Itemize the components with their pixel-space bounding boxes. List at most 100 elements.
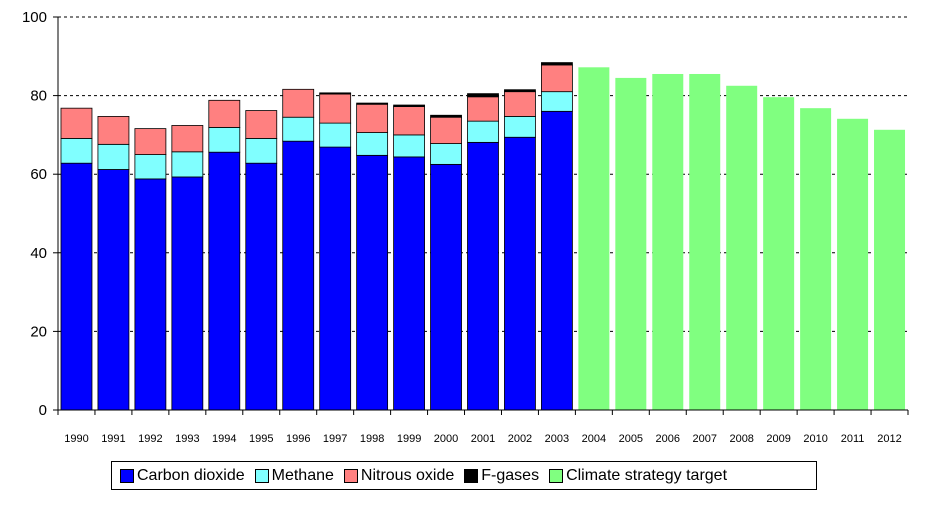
bar-segment-methane-2000: [430, 143, 462, 165]
y-tick-label: 100: [22, 9, 47, 26]
legend-swatch: [120, 468, 134, 483]
bar-segment-f-gases-1999: [393, 104, 425, 108]
bar-segment-methane-1992: [134, 154, 167, 180]
y-tick-label: 0: [39, 402, 47, 419]
bar-segment-nitrous-oxide-1998: [356, 103, 389, 133]
bar-segment-climate-strategy-target-2005: [615, 77, 647, 410]
x-tick-label: 1990: [64, 433, 88, 445]
x-tick-label: 2002: [508, 433, 532, 445]
bar-segment-f-gases-1998: [356, 102, 389, 105]
x-tick-label: 2003: [545, 433, 569, 445]
bar-segment-methane-1993: [171, 151, 204, 178]
y-tick-label: 40: [30, 245, 47, 262]
legend-label: Methane: [271, 466, 334, 484]
x-tick-label: 2005: [619, 433, 643, 445]
x-tick-label: 2004: [582, 433, 606, 445]
legend-swatch: [549, 468, 564, 483]
x-tick-label: 1992: [138, 433, 162, 445]
x-tick-label: 1996: [286, 433, 310, 445]
bar-segment-nitrous-oxide-1993: [171, 125, 204, 153]
legend-item-methane: Methane: [254, 466, 334, 485]
x-tick-labels: 1990 1991 1992 1993 1994 1995 1996 1997 1998 1999…: [64, 433, 902, 445]
bar-segment-methane-2002: [504, 116, 536, 138]
x-tick-label: 2006: [656, 433, 680, 445]
bar-segment-nitrous-oxide-1990: [60, 107, 93, 139]
x-tick-label: 2009: [766, 433, 790, 445]
legend-swatch: [464, 468, 479, 483]
legend-item-climate-strategy-target: Climate strategy target: [549, 467, 727, 485]
bar-segment-nitrous-oxide-1994: [208, 99, 241, 128]
x-tick-label: 1993: [175, 433, 199, 445]
x-tick-label: 1999: [397, 433, 421, 445]
legend-swatch: [254, 468, 269, 483]
bar-segment-carbon-dioxide-2003: [541, 110, 573, 411]
y-tick-label: 20: [30, 323, 47, 340]
legend-label: Climate strategy target: [566, 466, 728, 484]
x-tick-label: 2007: [692, 433, 716, 445]
bar-segment-climate-strategy-target-2008: [726, 85, 758, 411]
axes: [53, 16, 909, 415]
bar-segment-nitrous-oxide-1999: [393, 106, 425, 136]
bar-segment-methane-2001: [467, 120, 499, 143]
bar-segment-f-gases-1997: [319, 92, 352, 95]
bar-segment-nitrous-oxide-1995: [245, 110, 278, 139]
x-tick-label: 2000: [434, 433, 458, 445]
bar-segment-methane-1997: [319, 122, 352, 148]
bar-segment-nitrous-oxide-2002: [504, 91, 536, 117]
bar-segment-carbon-dioxide-1997: [319, 146, 352, 411]
bar-segment-climate-strategy-target-2010: [800, 108, 832, 411]
bar-segment-climate-strategy-target-2007: [689, 73, 721, 411]
bar-segment-nitrous-oxide-1996: [282, 88, 315, 118]
bar-segment-climate-strategy-target-2004: [578, 67, 610, 410]
x-tick-label: 1994: [212, 433, 236, 445]
y-tick-labels: 0 20 40 60 80 100: [22, 9, 47, 419]
x-tick-label: 2001: [471, 433, 495, 445]
bar-segment-methane-1991: [97, 143, 130, 170]
bar-segment-methane-1998: [356, 132, 389, 156]
legend-swatch: [343, 468, 358, 483]
bars: [60, 62, 906, 411]
bar-segment-methane-1996: [282, 116, 315, 142]
bar-segment-methane-2003: [541, 91, 573, 112]
bar-segment-nitrous-oxide-2001: [467, 96, 499, 122]
x-tick-label: 2010: [803, 433, 827, 445]
bar-segment-carbon-dioxide-2001: [467, 141, 499, 411]
bar-segment-nitrous-oxide-2000: [430, 116, 462, 144]
bar-segment-methane-1990: [60, 138, 93, 164]
bar-segment-carbon-dioxide-1995: [245, 162, 278, 411]
x-tick-label: 2011: [841, 433, 865, 445]
bar-segment-carbon-dioxide-2000: [430, 163, 462, 411]
legend-label: F-gases: [481, 466, 540, 484]
legend-item-carbon-dioxide: Carbon dioxide: [120, 467, 245, 485]
bar-segment-f-gases-2000: [430, 114, 462, 118]
x-tick-label: 2008: [729, 433, 753, 445]
legend-item-nitrous-oxide: Nitrous oxide: [343, 467, 454, 485]
x-tick-label: 1997: [323, 433, 347, 445]
bar-segment-methane-1995: [245, 138, 278, 164]
bar-segment-carbon-dioxide-1998: [356, 154, 389, 411]
bar-segment-climate-strategy-target-2011: [837, 118, 869, 411]
bar-segment-f-gases-2003: [541, 62, 573, 66]
bar-segment-climate-strategy-target-2009: [763, 97, 795, 410]
bar-segment-carbon-dioxide-1993: [171, 176, 204, 411]
legend: Carbon dioxide Methane Nitrous oxide F-gase…: [111, 461, 817, 490]
bar-segment-carbon-dioxide-1996: [282, 140, 315, 411]
bar-segment-f-gases-2002: [504, 89, 536, 93]
legend-label: Carbon dioxide: [137, 466, 245, 484]
bar-segment-nitrous-oxide-1992: [134, 128, 167, 155]
x-tick-label: 1995: [249, 433, 273, 445]
bar-segment-nitrous-oxide-2003: [541, 64, 573, 93]
bar-segment-carbon-dioxide-2002: [504, 136, 536, 411]
bar-segment-carbon-dioxide-1994: [208, 151, 241, 411]
bar-segment-methane-1994: [208, 127, 241, 153]
legend-item-f-gases: F-gases: [464, 467, 539, 485]
x-tick-label: 1998: [360, 433, 384, 445]
bar-segment-nitrous-oxide-1991: [97, 116, 130, 145]
bar-segment-climate-strategy-target-2012: [874, 129, 906, 410]
bar-segment-climate-strategy-target-2006: [652, 73, 684, 411]
bar-segment-methane-1999: [393, 134, 425, 158]
bar-segment-f-gases-2001: [467, 93, 499, 98]
x-tick-label: 1991: [101, 433, 125, 445]
y-tick-label: 80: [30, 88, 47, 105]
